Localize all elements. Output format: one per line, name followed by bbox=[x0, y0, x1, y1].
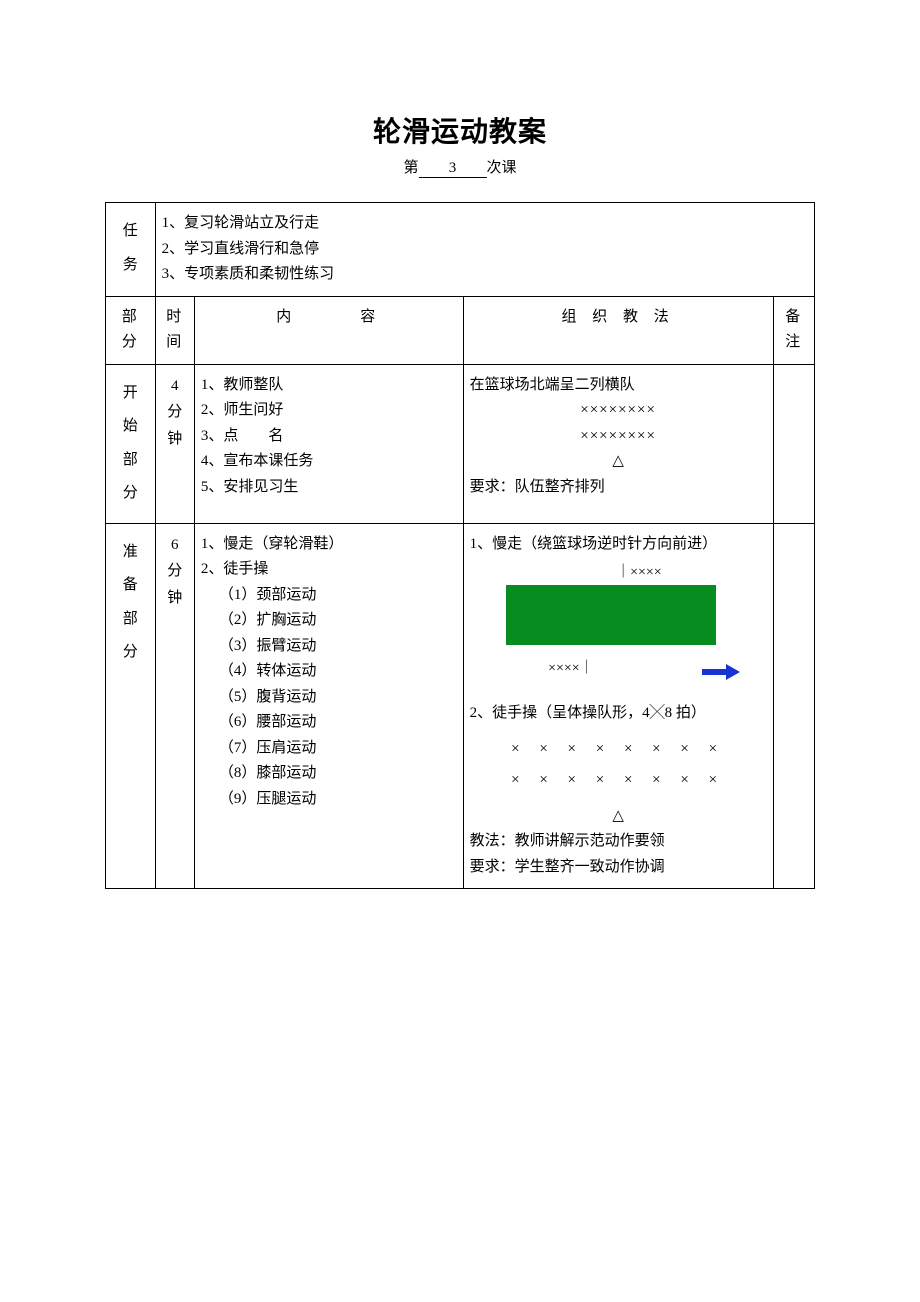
formation-row: ×××××××× bbox=[470, 398, 767, 424]
subtitle-prefix: 第 bbox=[403, 160, 418, 176]
task-row: 任 务 1、复习轮滑站立及行走 2、学习直线滑行和急停 3、专项素质和柔韧性练习 bbox=[106, 203, 815, 297]
lesson-number: 3 bbox=[419, 160, 487, 178]
lesson-table: 任 务 1、复习轮滑站立及行走 2、学习直线滑行和急停 3、专项素质和柔韧性练习… bbox=[105, 202, 815, 889]
requirement-line: 要求：学生整齐一致动作协调 bbox=[470, 855, 767, 881]
subtitle-suffix: 次课 bbox=[487, 160, 517, 176]
header-row: 部 分 时 间 内 容 组 织 教 法 备 注 bbox=[106, 296, 815, 364]
method-line: 在篮球场北端呈二列横队 bbox=[470, 373, 767, 399]
content-subline: （5）腹背运动 bbox=[201, 685, 457, 711]
content-subline: （1）颈部运动 bbox=[201, 583, 457, 609]
header-method: 组 织 教 法 bbox=[463, 296, 773, 364]
content-line: 1、教师整队 bbox=[201, 373, 457, 399]
court-diagram: ｜×××× ××××｜ bbox=[498, 559, 738, 679]
task-item: 3、专项素质和柔韧性练习 bbox=[162, 262, 808, 288]
formation-row: × × × × × × × × bbox=[470, 737, 767, 763]
spacer bbox=[470, 727, 767, 737]
content-preparation: 1、慢走（穿轮滑鞋） 2、徒手操 （1）颈部运动 （2）扩胸运动 （3）振臂运动… bbox=[194, 523, 463, 889]
teacher-marker: △ bbox=[470, 804, 767, 830]
time-opening: 4 分 钟 bbox=[155, 364, 194, 523]
section-label-preparation: 准 备 部 分 bbox=[106, 523, 156, 889]
method-preparation: 1、慢走（绕篮球场逆时针方向前进） ｜×××× ××××｜ 2、徒手操（呈体操队… bbox=[463, 523, 773, 889]
spacer bbox=[470, 794, 767, 804]
content-line: 4、宣布本课任务 bbox=[201, 449, 457, 475]
page: 轮滑运动教案 第3次课 任 务 1、复习轮滑站立及行走 2、学习直线滑行和急停 … bbox=[0, 0, 920, 949]
content-line: 1、慢走（穿轮滑鞋） bbox=[201, 532, 457, 558]
task-item: 2、学习直线滑行和急停 bbox=[162, 237, 808, 263]
formation-row: ×××××××× bbox=[470, 424, 767, 450]
task-label-char: 任 bbox=[112, 219, 149, 245]
content-line: 5、安排见习生 bbox=[201, 475, 457, 501]
method-line: 1、慢走（绕篮球场逆时针方向前进） bbox=[470, 532, 767, 558]
time-preparation: 6 分 钟 bbox=[155, 523, 194, 889]
requirement-line: 要求：队伍整齐排列 bbox=[470, 475, 767, 501]
content-line: 2、师生问好 bbox=[201, 398, 457, 424]
method-opening: 在篮球场北端呈二列横队 ×××××××× ×××××××× △ 要求：队伍整齐排… bbox=[463, 364, 773, 523]
teacher-marker: △ bbox=[470, 449, 767, 475]
content-subline: （6）腰部运动 bbox=[201, 710, 457, 736]
note-preparation bbox=[773, 523, 814, 889]
content-subline: （8）膝部运动 bbox=[201, 761, 457, 787]
section-preparation: 准 备 部 分 6 分 钟 1、慢走（穿轮滑鞋） 2、徒手操 （1）颈部运动 （… bbox=[106, 523, 815, 889]
content-subline: （7）压肩运动 bbox=[201, 736, 457, 762]
content-opening: 1、教师整队 2、师生问好 3、点 名 4、宣布本课任务 5、安排见习生 bbox=[194, 364, 463, 523]
task-label-cell: 任 务 bbox=[106, 203, 156, 297]
content-subline: （9）压腿运动 bbox=[201, 787, 457, 813]
court-top-label: ｜×××× bbox=[616, 561, 662, 585]
content-subline: （2）扩胸运动 bbox=[201, 608, 457, 634]
content-subline: （3）振臂运动 bbox=[201, 634, 457, 660]
header-time: 时 间 bbox=[155, 296, 194, 364]
task-item: 1、复习轮滑站立及行走 bbox=[162, 211, 808, 237]
formation-row: × × × × × × × × bbox=[470, 768, 767, 794]
header-part: 部 分 bbox=[106, 296, 156, 364]
note-opening bbox=[773, 364, 814, 523]
section-opening: 开 始 部 分 4 分 钟 1、教师整队 2、师生问好 3、点 名 4、宣布本课… bbox=[106, 364, 815, 523]
teaching-line: 教法：教师讲解示范动作要领 bbox=[470, 829, 767, 855]
header-note: 备 注 bbox=[773, 296, 814, 364]
task-label-char: 务 bbox=[112, 253, 149, 279]
arrow-icon bbox=[702, 665, 742, 679]
content-subline: （4）转体运动 bbox=[201, 659, 457, 685]
content-line: 2、徒手操 bbox=[201, 557, 457, 583]
spacer bbox=[470, 687, 767, 701]
header-content: 内 容 bbox=[194, 296, 463, 364]
lesson-number-line: 第3次课 bbox=[105, 156, 815, 178]
court-rect bbox=[506, 585, 716, 645]
method-line: 2、徒手操（呈体操队形，4╳8 拍） bbox=[470, 701, 767, 727]
task-content-cell: 1、复习轮滑站立及行走 2、学习直线滑行和急停 3、专项素质和柔韧性练习 bbox=[155, 203, 814, 297]
section-label-opening: 开 始 部 分 bbox=[106, 364, 156, 523]
page-title: 轮滑运动教案 bbox=[105, 110, 815, 150]
court-bottom-label: ××××｜ bbox=[548, 657, 594, 681]
content-line: 3、点 名 bbox=[201, 424, 457, 450]
